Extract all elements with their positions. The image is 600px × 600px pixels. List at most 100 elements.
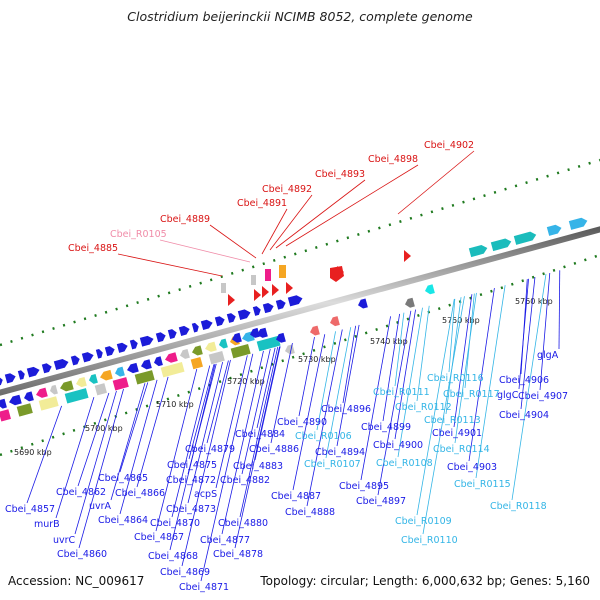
- leader-line: [187, 361, 224, 504]
- highlight-gene-label[interactable]: Cbei_4898: [368, 154, 418, 165]
- reverse-strand-features: [0, 284, 435, 422]
- gene-label[interactable]: Cbei_4878: [213, 549, 263, 560]
- gene-label[interactable]: Cbei_4867: [134, 532, 184, 543]
- gene-label[interactable]: Cbei_4868: [148, 551, 198, 562]
- gene-label[interactable]: uvrA: [89, 501, 112, 512]
- gene-label[interactable]: Cbei_4870: [150, 518, 200, 529]
- forward-gene-arrow: [104, 346, 115, 357]
- scale-label: 5700 kbp: [85, 424, 123, 433]
- rna-gene-label[interactable]: Cbei_R0109: [395, 516, 452, 527]
- rna-gene-label[interactable]: Cbei_R0107: [304, 459, 361, 470]
- gene-label[interactable]: Cbei_4882: [220, 475, 270, 486]
- scale-label: 5710 kbp: [156, 400, 194, 409]
- rna-gene-label[interactable]: Cbei_R0115: [454, 479, 511, 490]
- leader-line: [394, 309, 416, 440]
- gene-label[interactable]: Cbei_4875: [167, 460, 217, 471]
- leader-line: [181, 359, 231, 567]
- rna-gene-label[interactable]: Cbei_R0114: [433, 444, 490, 455]
- gene-label[interactable]: murB: [34, 519, 60, 530]
- gene-label[interactable]: Cbei_4899: [361, 422, 411, 433]
- gene-label[interactable]: Cbei_4857: [5, 504, 55, 515]
- gene-label[interactable]: acpS: [194, 489, 217, 500]
- reverse-gene-arrow: [165, 352, 178, 363]
- gene-label[interactable]: Cbei_4886: [249, 444, 299, 455]
- rna-gene-label[interactable]: Cbei_R0108: [376, 458, 433, 469]
- reverse-gene-box: [208, 350, 225, 365]
- rna-gene-label[interactable]: Cbei_R0117: [443, 389, 500, 400]
- rna-gene-label[interactable]: Cbei_R0112: [395, 402, 452, 413]
- map-title: Clostridium beijerinckii NCIMB 8052, com…: [127, 9, 473, 24]
- gene-label[interactable]: Cbei_4869: [160, 567, 210, 578]
- highlight-gene-label[interactable]: Cbei_4891: [237, 198, 287, 209]
- highlight-gene-label[interactable]: Cbei_4893: [315, 169, 365, 180]
- leader-line: [117, 253, 223, 277]
- highlight-gene-label[interactable]: Cbei_4885: [68, 243, 118, 254]
- leader-line: [475, 285, 506, 479]
- rna-gene-label[interactable]: Cbei_R0118: [490, 501, 547, 512]
- gene-label[interactable]: Cbei_4894: [315, 447, 365, 458]
- rna-gene-label[interactable]: Cbei_R0110: [401, 535, 458, 546]
- gene-label[interactable]: Cbei_4865: [98, 473, 148, 484]
- gene-label[interactable]: Cbei_4897: [356, 496, 406, 507]
- gene-label[interactable]: glgA: [537, 350, 559, 361]
- forward-gene-arrow: [468, 244, 488, 258]
- leader-line: [155, 368, 198, 532]
- highlight-gene-label[interactable]: Cbei_4892: [262, 184, 312, 195]
- gene-label[interactable]: Cbei_4895: [339, 481, 389, 492]
- gene-label[interactable]: Cbei_4877: [200, 535, 250, 546]
- gene-label[interactable]: Cbei_4880: [218, 518, 268, 529]
- gene-label[interactable]: Cbei_4883: [233, 461, 283, 472]
- rna-gene-label[interactable]: Cbei_R0106: [295, 431, 352, 442]
- gene-label[interactable]: Cbei_4890: [277, 417, 327, 428]
- gene-label[interactable]: glgC: [497, 390, 519, 401]
- gene-label[interactable]: Cbei_4873: [166, 504, 216, 515]
- leader-line: [119, 382, 149, 473]
- gene-label[interactable]: Cbei_4866: [115, 488, 165, 499]
- leader-line: [520, 279, 528, 375]
- leader-line: [200, 353, 254, 582]
- gene-label[interactable]: Cbei_4879: [185, 444, 235, 455]
- gene-label[interactable]: Cbei_4888: [285, 507, 335, 518]
- gene-label[interactable]: Cbei_4864: [98, 515, 148, 526]
- gene-label[interactable]: Cbei_4860: [57, 549, 107, 560]
- gene-label[interactable]: Cbei_4871: [179, 582, 229, 593]
- gene-label[interactable]: Cbei_4896: [321, 404, 371, 415]
- rna-gene-label[interactable]: Cbei_R0111: [373, 387, 430, 398]
- reverse-gene-box: [94, 383, 107, 396]
- leader-line: [454, 292, 477, 444]
- leader-line: [298, 336, 315, 417]
- rna-gene-label[interactable]: Cbei_R0116: [427, 373, 484, 384]
- reverse-gene-arrow: [24, 391, 34, 402]
- gene-label[interactable]: Cbei_4862: [56, 487, 106, 498]
- leader-line: [234, 346, 280, 549]
- gene-label[interactable]: Cbei_4907: [518, 391, 568, 402]
- leader-line: [342, 325, 357, 404]
- scale-label: 5740 kbp: [370, 337, 408, 346]
- gene-label[interactable]: Cbei_4903: [447, 462, 497, 473]
- leader-line: [269, 194, 313, 251]
- highlight-gene-marker: [330, 266, 344, 282]
- forward-gene-arrow: [191, 322, 199, 333]
- highlight-gene-label[interactable]: Cbei_4902: [424, 140, 474, 151]
- forward-gene-arrow: [95, 349, 103, 359]
- gene-label[interactable]: Cbei_4904: [499, 410, 549, 421]
- leader-line: [136, 376, 169, 488]
- gene-label[interactable]: Cbei_4901: [432, 428, 482, 439]
- gene-label[interactable]: Cbei_4872: [166, 475, 216, 486]
- highlight-gene-label[interactable]: Cbei_R0105: [110, 229, 167, 240]
- highlight-gene-label[interactable]: Cbei_4889: [160, 214, 210, 225]
- leader-line: [275, 179, 366, 249]
- forward-gene-arrow: [0, 376, 3, 387]
- highlight-gene-marker: [251, 275, 256, 285]
- leader-line: [416, 305, 430, 402]
- gene-label[interactable]: Cbei_4884: [235, 429, 285, 440]
- gene-label[interactable]: Cbei_4906: [499, 375, 549, 386]
- reverse-gene-arrow: [358, 298, 368, 309]
- gene-label[interactable]: Cbei_4900: [373, 440, 423, 451]
- reverse-gene-arrow: [89, 373, 98, 384]
- gene-label[interactable]: uvrC: [53, 535, 76, 546]
- leader-line: [422, 296, 465, 535]
- rna-gene-label[interactable]: Cbei_R0113: [424, 415, 481, 426]
- gene-label[interactable]: Cbei_4887: [271, 491, 321, 502]
- reverse-gene-arrow: [219, 338, 228, 349]
